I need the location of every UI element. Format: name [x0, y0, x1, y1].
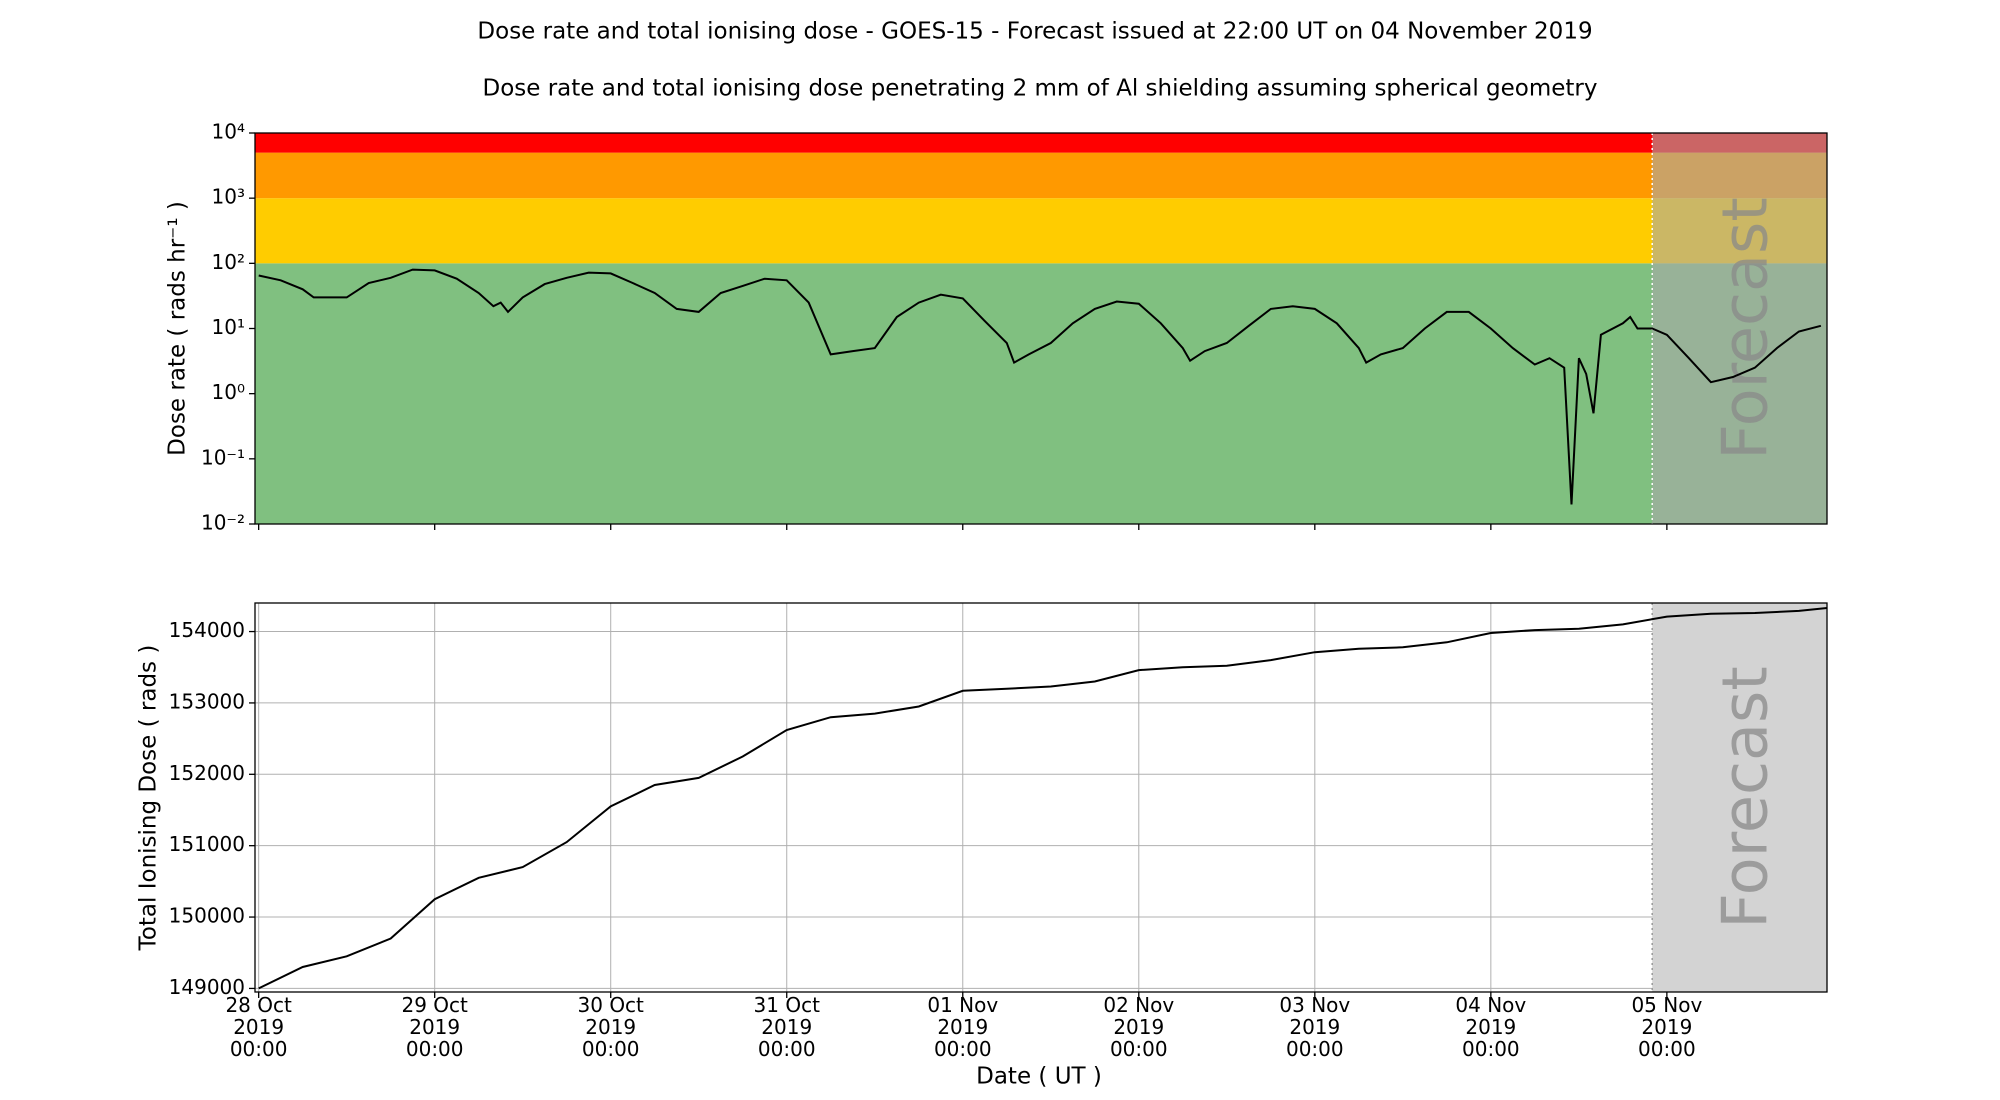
severity-band [255, 152, 1827, 199]
x-tick-label: 28 Oct 2019 00:00 [225, 993, 292, 1061]
y-tick-label: 150000 [169, 904, 245, 928]
y-tick-label: 10³ [212, 185, 245, 209]
severity-band [255, 263, 1827, 524]
forecast-label: Forecast [1709, 666, 1782, 928]
y-tick-label: 153000 [169, 689, 245, 713]
severity-band [255, 133, 1827, 153]
severity-band [255, 198, 1827, 264]
y-tick-label: 10⁻¹ [201, 445, 245, 469]
x-tick-label: 02 Nov 2019 00:00 [1103, 993, 1175, 1061]
x-tick-label: 29 Oct 2019 00:00 [401, 993, 468, 1061]
x-tick-label: 03 Nov 2019 00:00 [1279, 993, 1351, 1061]
plot-frame [254, 602, 1828, 993]
forecast-shade [1652, 603, 1827, 992]
x-tick-label: 31 Oct 2019 00:00 [753, 993, 820, 1061]
y-tick-label: 10¹ [212, 315, 245, 339]
x-tick-label: 30 Oct 2019 00:00 [577, 993, 644, 1061]
chart-subtitle: Dose rate and total ionising dose penetr… [482, 76, 1597, 102]
data-line [258, 607, 1828, 990]
y-tick-label: 10⁴ [212, 120, 245, 144]
y-tick-label: 149000 [169, 975, 245, 999]
x-tick-label: 04 Nov 2019 00:00 [1455, 993, 1527, 1061]
y-tick-label: 152000 [169, 761, 245, 785]
y-tick-label: 151000 [169, 832, 245, 856]
x-tick-label: 01 Nov 2019 00:00 [927, 993, 999, 1061]
x-axis-label: Date ( UT ) [976, 1064, 1102, 1090]
chart-title: Dose rate and total ionising dose - GOES… [477, 19, 1592, 45]
y-tick-label: 154000 [169, 618, 245, 642]
forecast-shade [1652, 133, 1827, 524]
y-tick-label: 10⁻² [201, 511, 245, 535]
x-tick-label: 05 Nov 2019 00:00 [1631, 993, 1703, 1061]
y-tick-label: 10⁰ [212, 380, 245, 404]
y-axis-label: Total Ionising Dose ( rads ) [136, 645, 162, 952]
y-tick-label: 10² [212, 250, 245, 274]
data-line [258, 268, 1822, 505]
y-axis-label: Dose rate ( rads hr⁻¹ ) [165, 201, 191, 456]
forecast-label: Forecast [1709, 197, 1782, 459]
